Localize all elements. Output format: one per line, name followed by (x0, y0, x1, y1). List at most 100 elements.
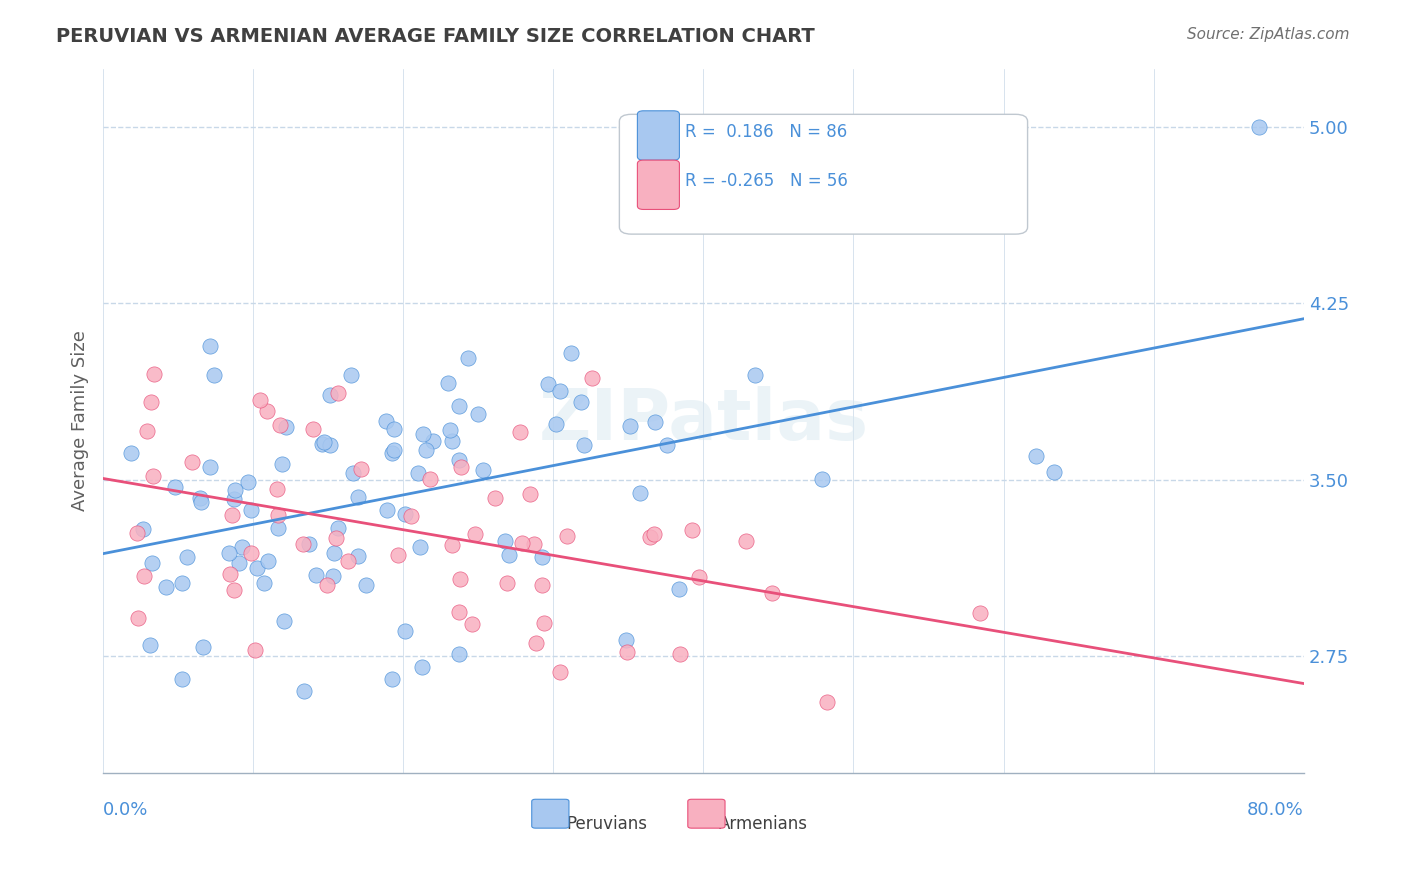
FancyBboxPatch shape (531, 799, 569, 828)
Point (267, 508, 290, 523)
Point (412, 426, 434, 441)
Point (142, 368, 165, 382)
Point (1247, 120, 1270, 135)
FancyBboxPatch shape (637, 161, 679, 210)
Point (222, 583, 245, 598)
Point (555, 529, 578, 543)
Point (271, 457, 294, 471)
Point (548, 665, 571, 679)
Point (253, 575, 276, 590)
Text: R =  0.186   N = 86: R = 0.186 N = 86 (685, 123, 848, 141)
Point (191, 640, 214, 655)
Point (292, 684, 315, 698)
Point (439, 424, 461, 438)
Point (381, 445, 404, 459)
Point (548, 384, 571, 398)
Point (406, 466, 429, 480)
Point (969, 606, 991, 620)
Point (339, 368, 361, 383)
Point (315, 578, 337, 592)
Point (560, 346, 582, 360)
Point (172, 576, 194, 591)
Point (176, 549, 198, 564)
Point (292, 536, 315, 550)
Point (188, 491, 211, 505)
Point (132, 522, 155, 536)
Point (640, 530, 662, 544)
Point (139, 638, 162, 652)
Point (198, 339, 221, 353)
Text: 80.0%: 80.0% (1247, 801, 1303, 820)
Point (744, 368, 766, 382)
Point (202, 368, 225, 383)
Point (266, 482, 288, 496)
Text: Source: ZipAtlas.com: Source: ZipAtlas.com (1187, 27, 1350, 42)
Point (811, 472, 834, 486)
Point (236, 475, 259, 490)
Point (447, 647, 470, 661)
Text: ZIPatlas: ZIPatlas (538, 386, 869, 455)
Point (375, 502, 398, 516)
Point (256, 554, 278, 568)
Y-axis label: Average Family Size: Average Family Size (72, 330, 89, 511)
Point (314, 434, 336, 449)
Point (619, 418, 641, 433)
Point (256, 404, 278, 418)
Point (449, 572, 471, 586)
Point (155, 581, 177, 595)
Point (269, 418, 291, 433)
Point (537, 377, 560, 392)
Point (249, 393, 271, 408)
Point (411, 660, 433, 674)
Point (172, 672, 194, 686)
Point (440, 434, 463, 449)
Point (381, 673, 404, 687)
Point (1043, 465, 1066, 479)
Point (688, 570, 710, 584)
Point (347, 549, 370, 564)
Point (524, 636, 547, 650)
Point (239, 503, 262, 517)
Point (399, 509, 422, 524)
Point (267, 521, 290, 535)
Point (139, 395, 162, 409)
Point (616, 632, 638, 647)
Text: 0.0%: 0.0% (103, 801, 149, 820)
Point (572, 438, 595, 452)
FancyBboxPatch shape (637, 111, 679, 161)
Point (510, 535, 533, 549)
Text: Peruvians: Peruvians (567, 815, 648, 833)
FancyBboxPatch shape (620, 114, 1028, 234)
Point (484, 491, 506, 505)
Point (394, 624, 416, 638)
Point (273, 614, 295, 628)
Point (224, 483, 246, 497)
Point (464, 526, 486, 541)
Point (319, 387, 342, 401)
Point (382, 421, 405, 435)
Point (447, 400, 470, 414)
Point (190, 494, 212, 508)
Point (546, 417, 568, 432)
Point (246, 561, 269, 575)
Point (198, 459, 221, 474)
Point (326, 386, 349, 401)
Point (328, 521, 350, 535)
Point (305, 568, 328, 582)
Point (141, 556, 163, 570)
Point (163, 480, 186, 494)
Point (668, 647, 690, 661)
Point (240, 546, 263, 560)
Point (181, 455, 204, 469)
Point (457, 351, 479, 366)
Text: PERUVIAN VS ARMENIAN AVERAGE FAMILY SIZE CORRELATION CHART: PERUVIAN VS ARMENIAN AVERAGE FAMILY SIZE… (56, 27, 815, 45)
Text: Armenians: Armenians (718, 815, 808, 833)
Point (450, 459, 472, 474)
Point (218, 567, 240, 582)
Point (668, 582, 690, 597)
Point (419, 472, 441, 486)
Point (616, 645, 638, 659)
Point (422, 434, 444, 448)
Point (496, 576, 519, 591)
Point (494, 533, 516, 548)
